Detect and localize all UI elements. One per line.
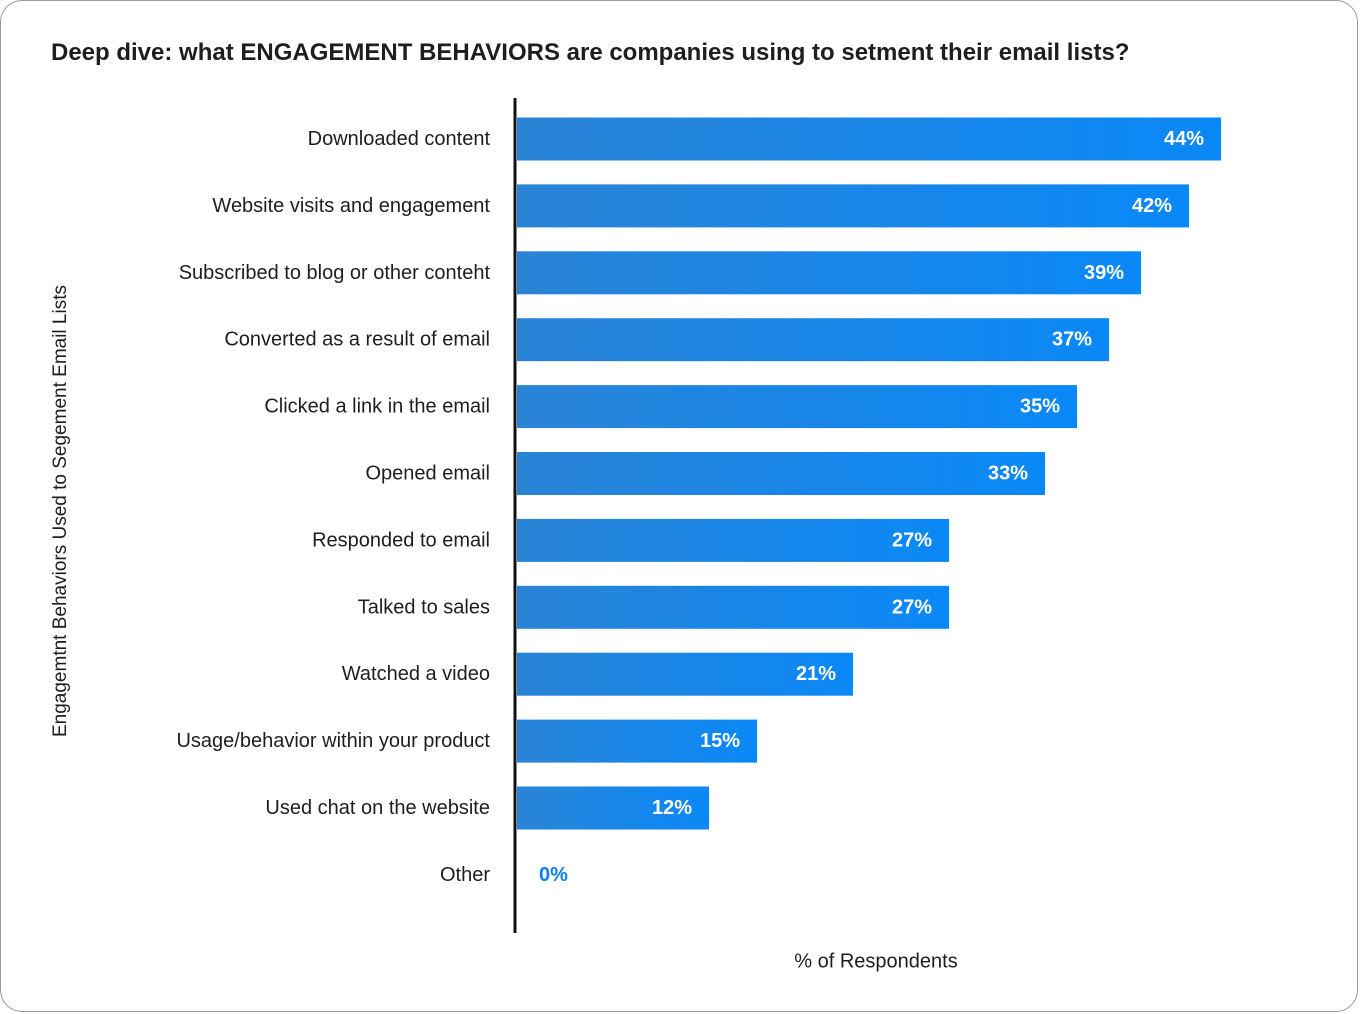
category-label: Website visits and engagement	[212, 195, 490, 217]
value-label: 39%	[1084, 262, 1124, 284]
bar	[517, 385, 1077, 429]
category-label: Used chat on the website	[265, 797, 490, 819]
value-label: 44%	[1164, 128, 1204, 150]
value-label: 12%	[652, 797, 692, 819]
category-label: Opened email	[365, 463, 490, 485]
bar	[517, 652, 853, 696]
value-label: 35%	[1020, 396, 1060, 418]
x-axis-label: % of Respondents	[794, 950, 958, 973]
category-label: Subscribed to blog or other conteht	[179, 262, 491, 284]
value-label: 27%	[892, 596, 932, 618]
bar	[517, 719, 757, 763]
chart-title: Deep dive: what ENGAGEMENT BEHAVIORS are…	[51, 39, 1130, 66]
value-label: 37%	[1052, 329, 1092, 351]
value-label: 33%	[988, 463, 1028, 485]
bar	[517, 318, 1109, 362]
bar	[517, 184, 1189, 228]
category-label: Clicked a link in the email	[264, 396, 490, 418]
category-label: Talked to sales	[358, 596, 490, 618]
value-label: 21%	[796, 663, 836, 685]
category-label: Usage/behavior within your product	[176, 730, 490, 752]
value-label: 15%	[700, 730, 740, 752]
category-label: Watched a video	[342, 663, 490, 685]
category-label: Responded to email	[312, 529, 490, 551]
bar	[517, 585, 949, 629]
value-label: 27%	[892, 529, 932, 551]
category-label: Downloaded content	[308, 128, 491, 150]
bar	[517, 518, 949, 562]
value-label: 0%	[539, 864, 568, 886]
bar	[517, 251, 1141, 295]
value-label: 42%	[1132, 195, 1172, 217]
category-label: Other	[440, 864, 490, 886]
bar	[517, 452, 1045, 495]
bar	[517, 786, 709, 830]
category-label: Converted as a result of email	[224, 329, 490, 351]
bar	[517, 117, 1221, 161]
